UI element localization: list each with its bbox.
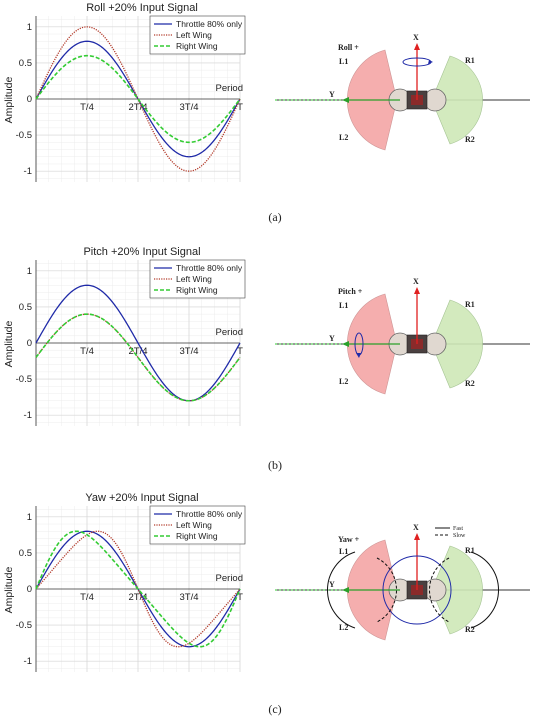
legend-throttle: Throttle 80% only xyxy=(176,19,243,29)
legend-left-wing: Left Wing xyxy=(176,520,212,530)
y-tick-label: 0.5 xyxy=(19,302,32,313)
x-tick-label: 2T/4 xyxy=(128,102,147,113)
diagram-pitch: X Y L1 L2 R1 R2 Pitch + xyxy=(275,277,530,395)
y-arrow-head xyxy=(342,341,349,347)
series-right-wing-line xyxy=(35,54,241,144)
pitch-rotation-head xyxy=(356,353,361,358)
y-tick-label: 0 xyxy=(27,338,32,349)
chart-title: Pitch +20% Input Signal xyxy=(83,246,200,258)
y-tick-label: -0.5 xyxy=(16,620,32,631)
y-axis-label: Amplitude xyxy=(3,77,15,124)
chart-yaw: Yaw +20% Input Signal Amplitude 1 0.5 0 -0.… xyxy=(3,492,246,672)
subfigure-label-a: (a) xyxy=(268,210,282,224)
label-y: Y xyxy=(329,580,335,589)
legend-left-wing: Left Wing xyxy=(176,30,212,40)
x-tick-label: T/4 xyxy=(80,592,94,603)
x-arrow-head xyxy=(414,287,420,294)
legend: Throttle 80% only Left Wing Right Wing xyxy=(149,505,246,545)
label-r2: R2 xyxy=(465,625,475,634)
y-axis-label: Amplitude xyxy=(3,321,15,368)
left-fast-arrow xyxy=(326,551,356,629)
diagram-roll: X Y L1 L2 R1 R2 Roll + xyxy=(275,33,530,151)
series-right-wing-line xyxy=(35,530,241,648)
y-tick-label: -0.5 xyxy=(16,130,32,141)
y-tick-label: 0 xyxy=(27,94,32,105)
legend-right-wing: Right Wing xyxy=(176,41,218,51)
label-l1: L1 xyxy=(339,57,348,66)
legend: Throttle 80% only Left Wing Right Wing xyxy=(149,15,246,55)
y-arrow-head xyxy=(342,97,349,103)
chart-title: Roll +20% Input Signal xyxy=(86,2,198,14)
period-annotation: Period xyxy=(216,83,243,94)
label-l1: L1 xyxy=(339,547,348,556)
right-wing-shape xyxy=(434,55,483,145)
mode-label: Pitch + xyxy=(338,287,363,296)
label-r1: R1 xyxy=(465,300,475,309)
legend-right-wing: Right Wing xyxy=(176,531,218,541)
legend-left-wing: Left Wing xyxy=(176,274,212,284)
y-tick-label: -1 xyxy=(24,656,32,667)
legend-slow-label: Slow xyxy=(453,533,466,539)
subfigure-label-c: (c) xyxy=(268,702,282,716)
y-tick-label: 1 xyxy=(27,512,32,523)
label-r2: R2 xyxy=(465,135,475,144)
right-fast-arrow xyxy=(470,551,500,629)
x-tick-label: 3T/4 xyxy=(179,346,198,357)
legend-fast-label: Fast xyxy=(453,526,463,532)
mode-label: Roll + xyxy=(338,43,359,52)
x-arrow-head xyxy=(414,533,420,540)
legend-throttle: Throttle 80% only xyxy=(176,263,243,273)
chart-roll: Roll +20% Input Signal Amplitude 1 0.5 0 -0… xyxy=(3,2,246,182)
chart-pitch: Pitch +20% Input Signal Amplitude 1 0.5 0 -… xyxy=(3,246,246,426)
label-x: X xyxy=(413,33,419,42)
label-l2: L2 xyxy=(339,133,348,142)
x-tick-label: T/4 xyxy=(80,346,94,357)
y-tick-label: -0.5 xyxy=(16,374,32,385)
period-annotation: Period xyxy=(216,573,243,584)
y-tick-label: -1 xyxy=(24,410,32,421)
yaw-rotation-circle xyxy=(382,555,452,625)
y-tick-label: 0.5 xyxy=(19,58,32,69)
label-r1: R1 xyxy=(465,56,475,65)
y-tick-label: 0.5 xyxy=(19,548,32,559)
y-tick-label: 1 xyxy=(27,266,32,277)
label-x: X xyxy=(413,523,419,532)
label-y: Y xyxy=(329,334,335,343)
y-tick-label: -1 xyxy=(24,166,32,177)
label-r1: R1 xyxy=(465,546,475,555)
legend: Throttle 80% only Left Wing Right Wing xyxy=(149,259,246,299)
x-tick-label: 2T/4 xyxy=(128,592,147,603)
series-throttle-line xyxy=(35,284,241,402)
x-tick-label: T/4 xyxy=(80,102,94,113)
y-tick-label: 0 xyxy=(27,584,32,595)
x-arrow-head xyxy=(414,43,420,50)
label-r2: R2 xyxy=(465,379,475,388)
series-right-wing-line xyxy=(35,313,241,402)
roll-rotation-head xyxy=(428,60,433,64)
legend-right-wing: Right Wing xyxy=(176,285,218,295)
period-annotation: Period xyxy=(216,327,243,338)
legend-throttle: Throttle 80% only xyxy=(176,509,243,519)
x-tick-label: T xyxy=(237,102,243,113)
y-tick-label: 1 xyxy=(27,22,32,33)
label-x: X xyxy=(413,277,419,286)
right-wing-shape xyxy=(434,545,483,635)
label-y: Y xyxy=(329,90,335,99)
x-tick-label: 3T/4 xyxy=(179,592,198,603)
mode-label: Yaw + xyxy=(338,535,360,544)
x-tick-label: T xyxy=(237,592,243,603)
y-axis-label: Amplitude xyxy=(3,567,15,614)
subfigure-label-b: (b) xyxy=(268,458,282,472)
label-l2: L2 xyxy=(339,623,348,632)
label-l2: L2 xyxy=(339,377,348,386)
chart-title: Yaw +20% Input Signal xyxy=(85,492,198,504)
x-tick-label: 2T/4 xyxy=(128,346,147,357)
x-tick-label: 3T/4 xyxy=(179,102,198,113)
right-wing-shape xyxy=(434,299,483,389)
y-arrow-head xyxy=(342,587,349,593)
x-tick-label: T xyxy=(237,346,243,357)
label-l1: L1 xyxy=(339,301,348,310)
